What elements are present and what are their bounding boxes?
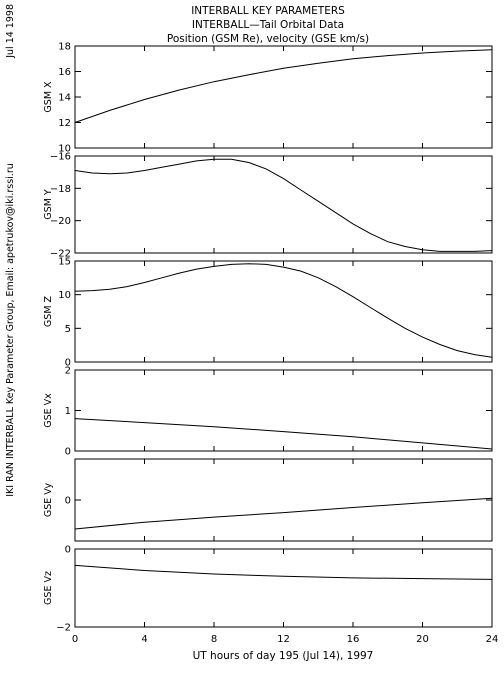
y-tick-label: −2: [56, 623, 71, 634]
y-tick-label: 10: [58, 144, 71, 155]
y-axis-label: GSE Vy: [43, 482, 54, 517]
chart-title-line2: INTERBALL—Tail Orbital Data: [192, 19, 344, 31]
y-tick-label: 0: [65, 545, 71, 556]
x-tick-label: 20: [416, 634, 429, 645]
panel-1: 10 12 14 16 18 GSM X: [43, 42, 493, 155]
y-tick-label: 14: [58, 93, 71, 104]
chart-title-line3: Position (GSM Re), velocity (GSE km/s): [167, 33, 369, 45]
series-line-gse-vy: [74, 497, 493, 530]
y-tick-label: 0: [65, 447, 71, 458]
series-line-gse-vz: [74, 564, 493, 580]
x-tick-label: 0: [72, 634, 78, 645]
y-tick-label: 0: [65, 496, 71, 507]
y-axis-label: GSM Y: [43, 189, 54, 220]
y-axis-label: GSE Vz: [43, 571, 54, 605]
series-line-gse-vx: [74, 418, 493, 450]
y-tick-label: 12: [58, 118, 71, 129]
panel-frame: [74, 45, 493, 149]
y-tick-label: 5: [65, 324, 71, 335]
chart-title-line1: INTERBALL KEY PARAMETERS: [191, 5, 345, 17]
panel-frame: [74, 155, 493, 254]
y-tick-label: 18: [58, 42, 71, 53]
credit-label: IKI RAN INTERBALL Key Parameter Group, E…: [5, 163, 16, 497]
series-line-gsm-x: [74, 49, 493, 123]
x-tick-label: 16: [347, 634, 360, 645]
y-axis-label: GSE Vx: [43, 393, 54, 428]
panel-4: 0 1 2 GSE Vx: [43, 366, 493, 458]
series-line-gsm-z: [74, 263, 493, 358]
y-axis-label: GSM X: [43, 81, 54, 113]
x-tick-label: 8: [211, 634, 217, 645]
panel-frame: [74, 548, 493, 628]
panel-2: −22 −20 −18 −16 GSM Y: [43, 152, 493, 260]
x-axis-label: UT hours of day 195 (Jul 14), 1997: [193, 650, 374, 662]
y-tick-label: 10: [58, 290, 71, 301]
y-tick-label: 0: [65, 358, 71, 369]
panel-frame: [74, 369, 493, 452]
y-tick-label: 1: [65, 406, 71, 417]
y-tick-label: 15: [58, 257, 71, 268]
panel-6: −2 0 GSE Vz: [43, 545, 493, 634]
panel-5: 0 GSE Vy: [43, 458, 493, 542]
y-tick-label: −22: [50, 249, 71, 260]
y-tick-label: 16: [58, 67, 71, 78]
x-tick-label: 24: [486, 634, 499, 645]
series-line-gsm-y: [74, 158, 493, 252]
y-tick-label: 2: [65, 366, 71, 377]
y-tick-label: −20: [50, 216, 71, 227]
x-tick-label: 12: [277, 634, 290, 645]
panel-frame: [74, 260, 493, 363]
y-tick-label: −18: [50, 184, 71, 195]
date-stamp: Jul 14 1998: [5, 4, 16, 59]
x-tick-label: 4: [141, 634, 147, 645]
y-axis-label: GSM Z: [43, 295, 54, 327]
panel-frame: [74, 458, 493, 542]
y-tick-label: −16: [50, 152, 71, 163]
panel-3: 0 5 10 15 GSM Z: [43, 257, 493, 369]
